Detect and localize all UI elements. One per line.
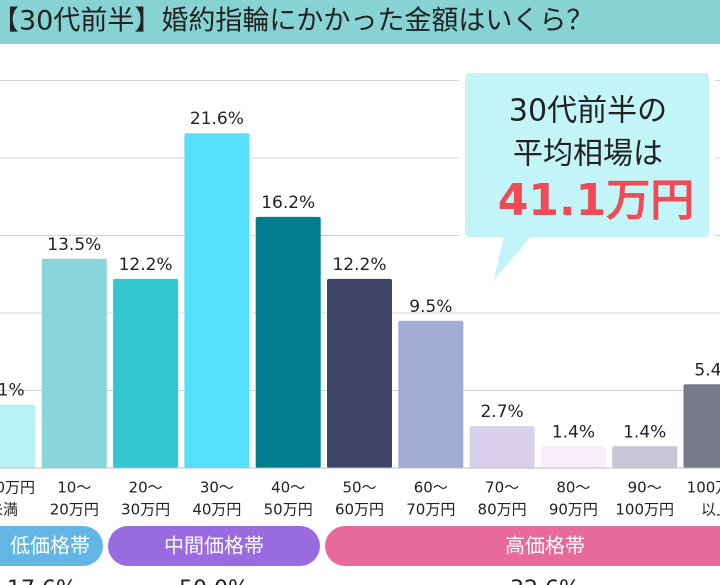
bar — [184, 133, 250, 468]
x-tick-label: 80〜 — [556, 479, 590, 497]
value-label: 5.4% — [694, 360, 720, 380]
chart-title: 【30代前半】婚約指輪にかかった金額はいくら？ — [0, 6, 593, 37]
value-label: 9.5% — [409, 297, 452, 317]
callout-bubble — [459, 67, 715, 294]
value-label: 12.2% — [332, 255, 386, 275]
value-label: 1.4% — [623, 422, 666, 442]
band-label: 中間価格帯 — [164, 534, 264, 558]
x-tick-label: 20万円 — [50, 501, 99, 519]
x-tick-label: 〜10万円 — [0, 479, 35, 497]
band-share: 50.0% — [179, 577, 249, 585]
bar — [0, 404, 36, 468]
price-band — [325, 526, 720, 566]
bar — [327, 278, 392, 468]
bar — [683, 384, 720, 468]
band-label: 低価格帯 — [10, 534, 90, 558]
x-tick-label: 20〜 — [129, 479, 163, 497]
title-bar — [0, 0, 720, 44]
value-label: 1.4% — [552, 422, 595, 442]
x-tick-label: 60万円 — [335, 501, 384, 519]
band-share: 17.6% — [7, 577, 77, 585]
callout-line: 30代前半の — [509, 94, 667, 129]
x-tick-label: 80万円 — [478, 501, 527, 519]
x-tick-label: 10〜 — [57, 479, 91, 497]
bar — [540, 446, 606, 468]
x-tick-label: 以上 — [701, 501, 720, 519]
x-tick-label: 30万円 — [121, 501, 170, 519]
x-tick-label: 90〜 — [628, 479, 662, 497]
callout: 30代前半の 平均相場は 41.1万円 — [459, 67, 715, 294]
x-tick-label: 90万円 — [549, 501, 598, 519]
price-band — [0, 526, 103, 566]
callout-line: 平均相場は — [513, 137, 663, 172]
x-tick-label: 50〜 — [342, 479, 376, 497]
x-tick-label: 40万円 — [192, 501, 241, 519]
bar — [41, 258, 107, 468]
x-tick-label: 100万円 — [615, 501, 674, 519]
x-tick-label: 50万円 — [264, 501, 313, 519]
x-tick-label: 30〜 — [200, 479, 234, 497]
bar — [469, 426, 535, 468]
value-label: 21.6% — [190, 109, 244, 129]
value-label: 13.5% — [47, 235, 101, 255]
x-tick-label: 70〜 — [485, 479, 519, 497]
x-tick-label: 100万円 — [687, 479, 720, 497]
value-label: 2.7% — [480, 402, 523, 422]
bar — [398, 320, 464, 468]
price-band — [108, 526, 320, 566]
x-tick-label: 60〜 — [414, 479, 448, 497]
value-label: 16.2% — [261, 193, 315, 213]
band-share: 32.6% — [510, 577, 580, 585]
x-tick-label: 40〜 — [271, 479, 305, 497]
bar — [113, 278, 179, 468]
x-tick-label: 70万円 — [406, 501, 455, 519]
band-label: 高価格帯 — [505, 534, 585, 558]
value-label: 4.1% — [0, 380, 25, 400]
value-label: 12.2% — [119, 255, 173, 275]
bar — [612, 446, 678, 468]
callout-value: 41.1万円 — [498, 175, 695, 226]
x-tick-label: 未満 — [0, 501, 18, 519]
bar — [255, 216, 321, 468]
